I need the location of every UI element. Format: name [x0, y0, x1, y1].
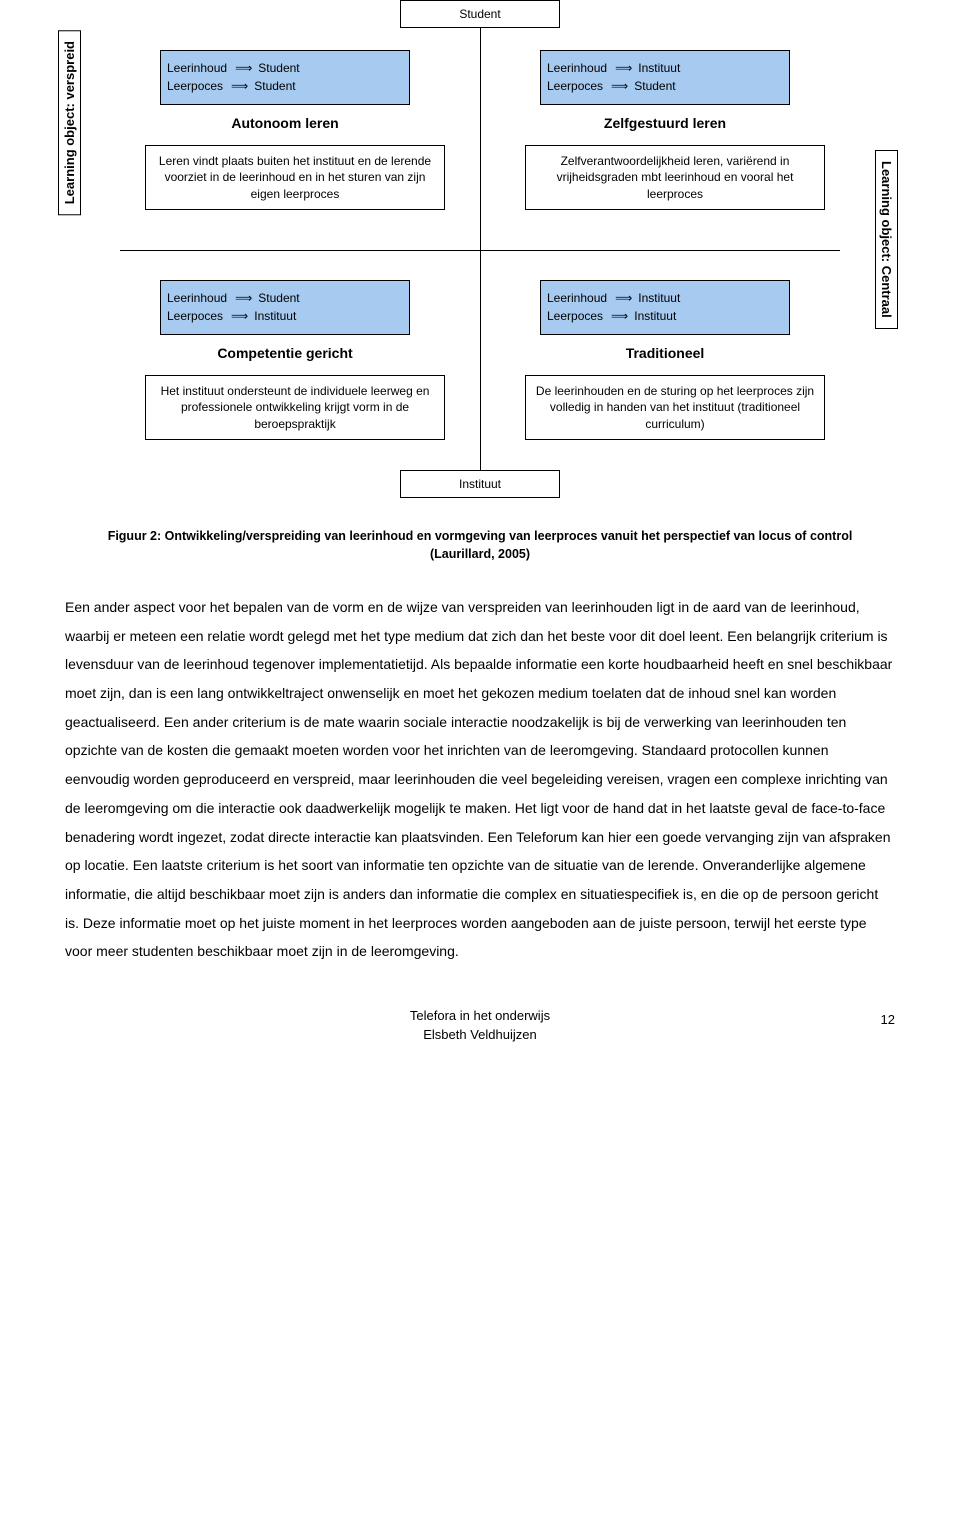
top-axis-label: Student: [400, 0, 560, 28]
tl-desc-box: Leren vindt plaats buiten het instituut …: [145, 145, 445, 210]
tl-map-2a: Leerpoces: [167, 79, 223, 95]
body-paragraph: Een ander aspect voor het bepalen van de…: [65, 593, 895, 966]
bl-map-1a: Leerinhoud: [167, 291, 227, 307]
br-desc: De leerinhouden en de sturing op het lee…: [534, 383, 816, 432]
bl-map-2b: Instituut: [254, 309, 296, 325]
br-title: Traditioneel: [540, 345, 790, 361]
left-side-label: Learning object: verspreid: [58, 30, 81, 215]
double-arrow-icon: ⟹: [615, 61, 630, 77]
bl-title: Competentie gericht: [160, 345, 410, 361]
bottom-axis-label: Instituut: [400, 470, 560, 498]
tl-title: Autonoom leren: [160, 115, 410, 131]
left-side-text: Learning object: verspreid: [62, 41, 77, 204]
double-arrow-icon: ⟹: [615, 291, 630, 307]
br-map-1b: Instituut: [638, 291, 680, 307]
double-arrow-icon: ⟹: [611, 309, 626, 325]
figure-caption: Figuur 2: Ontwikkeling/verspreiding van …: [100, 528, 860, 563]
bl-mapping-box: Leerinhoud ⟹ Student Leerpoces ⟹ Institu…: [160, 280, 410, 335]
tr-map-2b: Student: [634, 79, 675, 95]
double-arrow-icon: ⟹: [235, 61, 250, 77]
bl-map-1b: Student: [258, 291, 299, 307]
tl-map-2b: Student: [254, 79, 295, 95]
bottom-axis-text: Instituut: [459, 477, 501, 491]
double-arrow-icon: ⟹: [231, 79, 246, 95]
double-arrow-icon: ⟹: [231, 309, 246, 325]
axis-horizontal: [120, 250, 840, 251]
quadrant-diagram: Student Instituut Learning object: versp…: [50, 0, 910, 520]
footer-line-2: Elsbeth Veldhuijzen: [65, 1025, 895, 1045]
page-number: 12: [881, 1012, 895, 1027]
top-axis-text: Student: [459, 7, 500, 21]
tr-desc-box: Zelfverantwoordelijkheid leren, variëren…: [525, 145, 825, 210]
bl-map-2a: Leerpoces: [167, 309, 223, 325]
br-map-1a: Leerinhoud: [547, 291, 607, 307]
double-arrow-icon: ⟹: [611, 79, 626, 95]
tr-title: Zelfgestuurd leren: [540, 115, 790, 131]
page-footer: Telefora in het onderwijs Elsbeth Veldhu…: [65, 1006, 895, 1056]
tl-desc: Leren vindt plaats buiten het instituut …: [154, 153, 436, 202]
tl-map-1b: Student: [258, 61, 299, 77]
tr-desc: Zelfverantwoordelijkheid leren, variëren…: [534, 153, 816, 202]
tr-mapping-box: Leerinhoud ⟹ Instituut Leerpoces ⟹ Stude…: [540, 50, 790, 105]
tr-map-2a: Leerpoces: [547, 79, 603, 95]
bl-desc-box: Het instituut ondersteunt de individuele…: [145, 375, 445, 440]
bl-desc: Het instituut ondersteunt de individuele…: [154, 383, 436, 432]
tl-map-1a: Leerinhoud: [167, 61, 227, 77]
footer-line-1: Telefora in het onderwijs: [65, 1006, 895, 1026]
tr-map-1b: Instituut: [638, 61, 680, 77]
axis-vertical: [480, 28, 481, 470]
br-mapping-box: Leerinhoud ⟹ Instituut Leerpoces ⟹ Insti…: [540, 280, 790, 335]
right-side-label: Learning object: Centraal: [875, 150, 898, 329]
br-map-2a: Leerpoces: [547, 309, 603, 325]
br-map-2b: Instituut: [634, 309, 676, 325]
br-desc-box: De leerinhouden en de sturing op het lee…: [525, 375, 825, 440]
double-arrow-icon: ⟹: [235, 291, 250, 307]
tl-mapping-box: Leerinhoud ⟹ Student Leerpoces ⟹ Student: [160, 50, 410, 105]
tr-map-1a: Leerinhoud: [547, 61, 607, 77]
right-side-text: Learning object: Centraal: [879, 161, 894, 318]
